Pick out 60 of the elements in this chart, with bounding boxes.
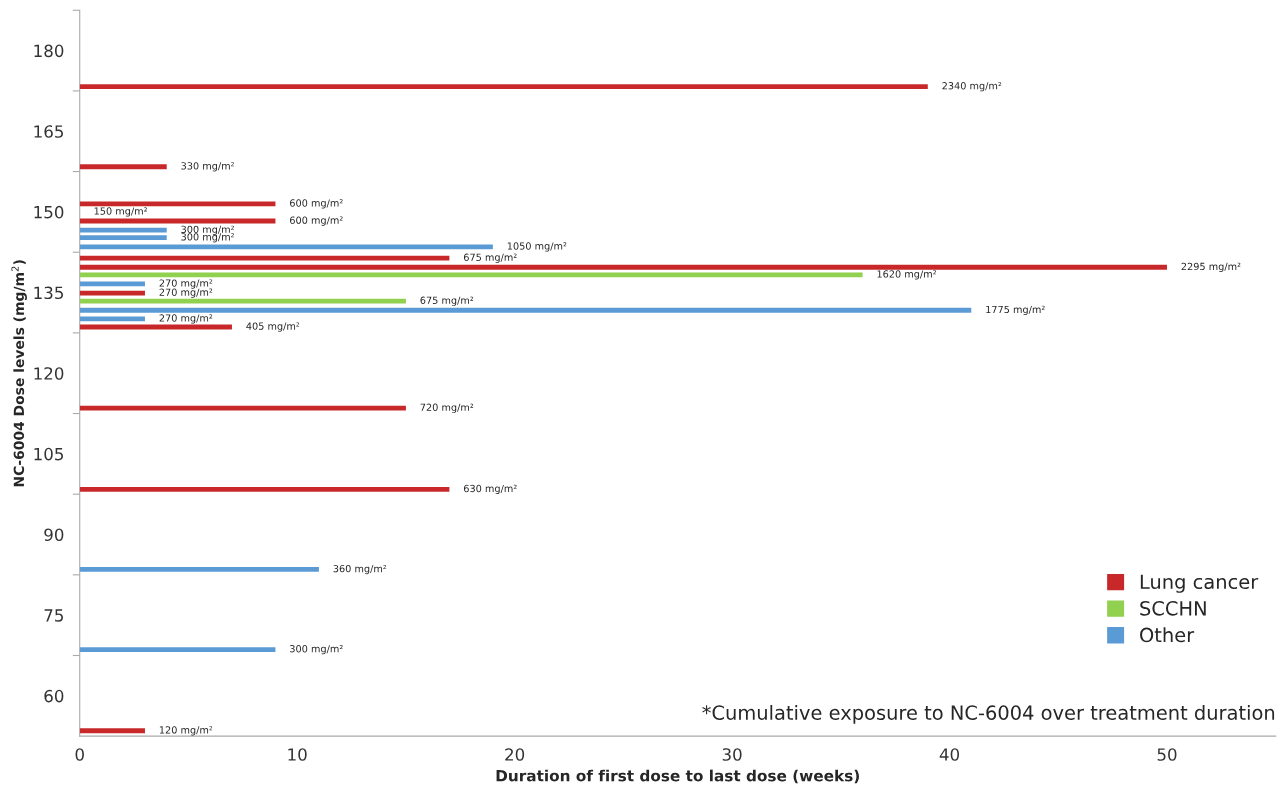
bar — [79, 164, 167, 170]
annotation: 720 mg/m² — [420, 403, 474, 413]
x-axis-title: Duration of first dose to last dose (weeks) — [496, 769, 859, 784]
annotation: 360 mg/m² — [333, 564, 387, 575]
y-axis-title: NC-6004 Dose levels (mg/m$^{2}$) — [11, 260, 27, 487]
bar — [79, 84, 928, 90]
annotation: 2295 mg/m² — [1181, 262, 1241, 272]
bar — [79, 244, 493, 250]
y-tick-label: 165 — [34, 125, 63, 138]
y-tick-label: 90 — [44, 528, 64, 542]
annotation: 2340 mg/m² — [942, 82, 1002, 92]
annotation: 600 mg/m² — [290, 216, 343, 226]
bar — [79, 264, 1167, 270]
bar — [79, 647, 276, 652]
bar — [79, 272, 863, 278]
y-tick-label: 135 — [34, 286, 63, 300]
annotation: 270 mg/m² — [159, 314, 213, 324]
annotation: 270 mg/m² — [159, 288, 213, 298]
bar — [79, 316, 145, 322]
bar — [79, 728, 145, 734]
annotation: 1050 mg/m² — [507, 242, 567, 252]
annotation: 120 mg/m² — [159, 726, 213, 736]
annotation: 270 mg/m² — [159, 279, 213, 289]
legend-label: SCCHN — [1140, 600, 1206, 616]
bar — [79, 255, 450, 261]
y-tick-label: 150 — [34, 205, 64, 219]
y-tick-label: 60 — [44, 689, 64, 703]
y-tick-label: 105 — [34, 447, 63, 461]
x-tick-label: 10 — [288, 748, 307, 761]
annotation: 405 mg/m² — [246, 322, 300, 332]
y-tick-label: 120 — [34, 367, 64, 380]
bar — [79, 235, 167, 241]
bar — [79, 486, 450, 492]
bar — [79, 227, 167, 233]
annotation: 300 mg/m² — [290, 645, 343, 655]
x-tick-label: 30 — [722, 748, 742, 761]
x-tick-label: 50 — [1157, 748, 1177, 761]
bar — [79, 307, 972, 313]
legend-label: Lung cancer — [1140, 574, 1259, 593]
annotation: 150 mg/m² — [94, 207, 147, 217]
annotation: 600 mg/m² — [290, 199, 343, 209]
x-tick-label: 0 — [75, 748, 84, 761]
annotation: *Cumulative exposure to NC-6004 over treatment duration — [702, 704, 1275, 724]
annotation: 1620 mg/m² — [877, 270, 936, 280]
annotation: 1775 mg/m² — [986, 305, 1045, 315]
bar — [79, 290, 145, 296]
bar — [79, 201, 276, 207]
x-tick-label: 20 — [505, 748, 525, 761]
bar — [79, 567, 319, 572]
x-tick-label: 40 — [939, 748, 960, 761]
y-tick-label: 180 — [34, 44, 64, 58]
annotation: 675 mg/m² — [463, 253, 517, 263]
legend-label: Other — [1140, 627, 1195, 643]
bar — [79, 298, 406, 304]
bar — [79, 405, 406, 411]
annotation: 330 mg/m² — [181, 162, 234, 172]
y-tick-label: 75 — [44, 609, 63, 622]
annotation: 675 mg/m² — [420, 296, 474, 306]
annotation: 300 mg/m² — [181, 233, 234, 243]
annotation: 630 mg/m² — [463, 484, 517, 495]
